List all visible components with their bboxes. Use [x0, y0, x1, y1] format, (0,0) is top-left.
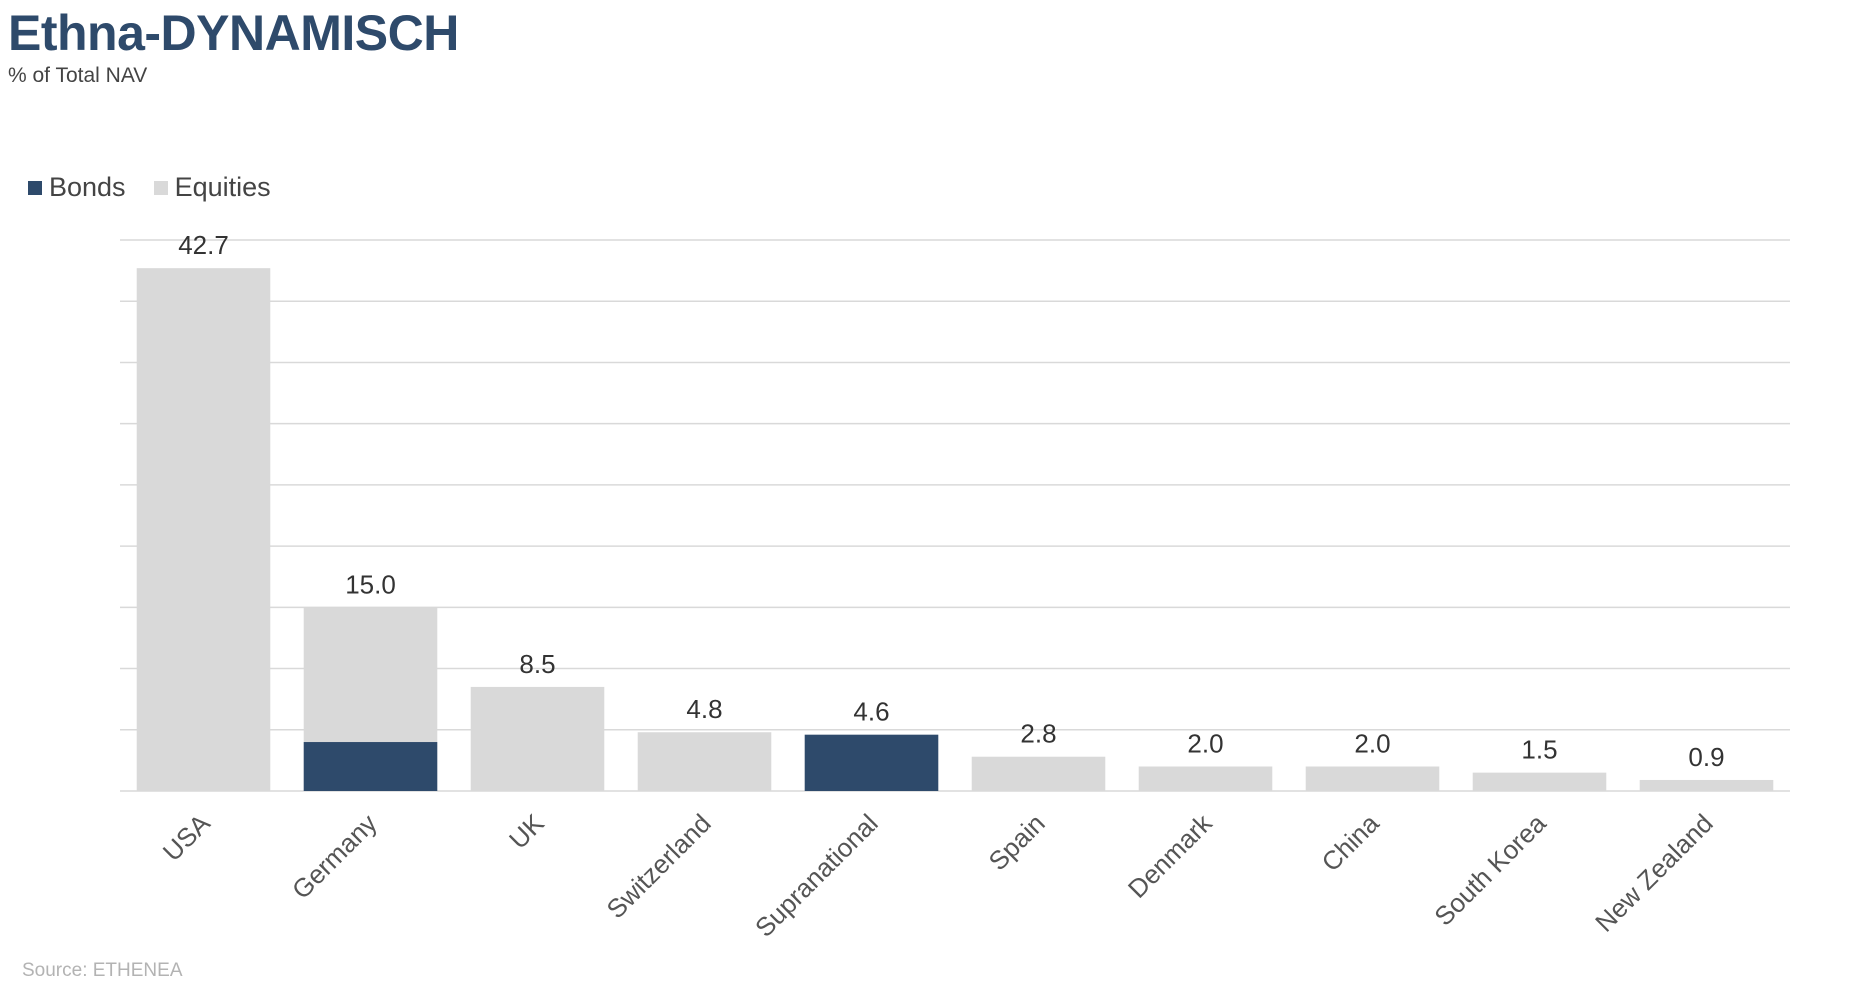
bar-bonds-supranational [804, 734, 939, 791]
bar-bonds-germany [303, 742, 438, 791]
x-tick-label: USA [157, 808, 216, 867]
legend: Bonds Equities [28, 172, 299, 203]
x-tick-label: Supranational [749, 808, 884, 943]
x-tick-label: Switzerland [600, 808, 716, 924]
legend-swatch-bonds [28, 180, 42, 195]
data-label: 2.0 [1187, 729, 1223, 759]
bar-equities-uk [470, 686, 605, 791]
data-label: 2.0 [1354, 729, 1390, 759]
bar-equities-china [1305, 766, 1440, 791]
data-label: 8.5 [519, 649, 555, 679]
data-label: 15.0 [345, 569, 396, 599]
bar-equities-south-korea [1472, 772, 1607, 791]
x-tick-label: UK [503, 808, 550, 855]
x-tick-label: China [1315, 808, 1385, 878]
legend-item-bonds: Bonds [28, 172, 126, 203]
data-label: 4.6 [853, 697, 889, 727]
source-note: Source: ETHENEA [22, 960, 183, 981]
data-label: 4.8 [686, 694, 722, 724]
legend-swatch-equities [153, 180, 168, 195]
x-tick-label: New Zealand [1589, 808, 1719, 938]
x-tick-label: Germany [286, 808, 383, 905]
x-tick-label: Spain [983, 808, 1051, 876]
x-tick-label: Denmark [1122, 807, 1219, 904]
legend-item-equities: Equities [153, 172, 271, 203]
chart-subtitle: % of Total NAV [8, 64, 148, 87]
bar-equities-spain [971, 756, 1106, 791]
legend-label-bonds: Bonds [49, 172, 126, 202]
bar-equities-germany [303, 607, 438, 743]
chart-title: Ethna-DYNAMISCH [8, 5, 459, 61]
x-tick-label: South Korea [1428, 808, 1552, 932]
bar-equities-denmark [1138, 766, 1273, 791]
data-label: 0.9 [1688, 742, 1724, 772]
bar-equities-switzerland [637, 732, 772, 791]
bar-equities-new-zealand [1639, 779, 1774, 791]
data-label: 42.7 [178, 230, 229, 260]
bar-equities-usa [136, 268, 271, 791]
data-label: 2.8 [1020, 719, 1056, 749]
legend-label-equities: Equities [174, 172, 271, 202]
data-label: 1.5 [1521, 735, 1557, 765]
